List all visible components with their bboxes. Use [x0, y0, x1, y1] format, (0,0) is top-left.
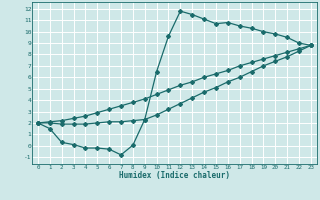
X-axis label: Humidex (Indice chaleur): Humidex (Indice chaleur)	[119, 171, 230, 180]
